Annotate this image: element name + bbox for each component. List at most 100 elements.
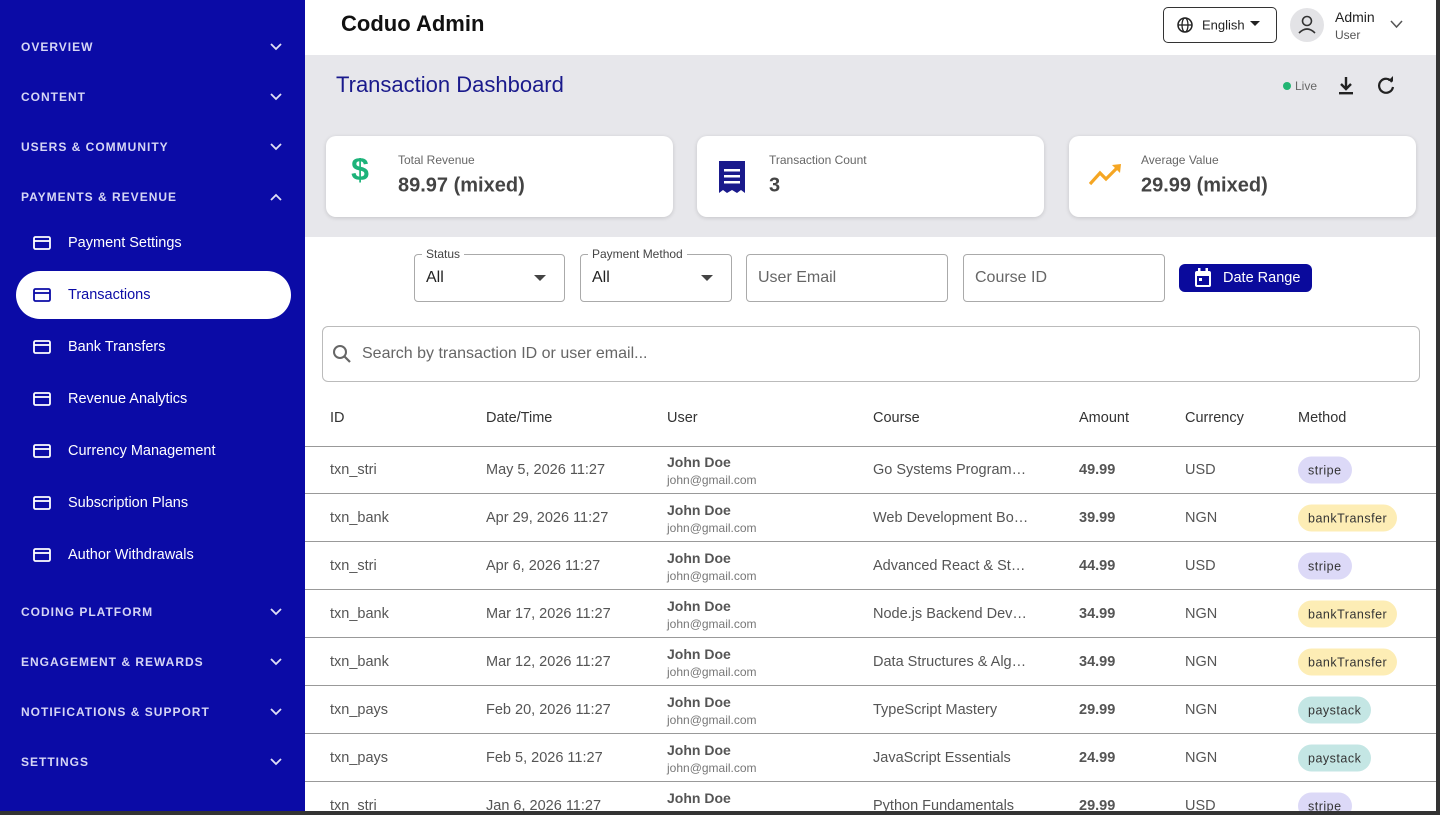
- cell-course: Web Development Bo…: [873, 510, 1029, 526]
- cell-currency: USD: [1185, 462, 1216, 478]
- sidebar-section[interactable]: CODING PLATFORM: [21, 605, 154, 619]
- cell-currency: NGN: [1185, 510, 1218, 526]
- user-role: User: [1335, 28, 1361, 42]
- table-row[interactable]: [305, 590, 1436, 638]
- nav-item[interactable]: Transactions: [68, 287, 151, 303]
- download-button[interactable]: [1337, 76, 1355, 96]
- filter-value: All: [592, 269, 610, 286]
- cell-user-name: John Doe: [667, 550, 731, 566]
- nav-item[interactable]: Author Withdrawals: [68, 547, 194, 563]
- method-badge: bankTransfer: [1298, 600, 1398, 628]
- filter-label: Status: [422, 247, 465, 261]
- nav-icon: [33, 444, 51, 458]
- cell-id: txn_stri: [330, 798, 377, 814]
- sidebar-section[interactable]: USERS & COMMUNITY: [21, 140, 169, 154]
- top-bar: [305, 0, 1440, 55]
- live-status: Live: [1295, 79, 1318, 93]
- cell-datetime: Apr 6, 2026 11:27: [486, 558, 601, 574]
- chevron: [270, 193, 282, 201]
- cell-amount: 34.99: [1079, 654, 1116, 670]
- frame-bottom: [0, 811, 1440, 815]
- search-icon: [333, 345, 351, 363]
- cell-user-email: john@gmail.com: [667, 665, 757, 679]
- sidebar-section[interactable]: CONTENT: [21, 90, 86, 104]
- nav-icon: [33, 548, 51, 562]
- filter-value: All: [426, 269, 444, 286]
- chevron: [270, 758, 282, 766]
- method-badge: stripe: [1298, 552, 1352, 580]
- cell-currency: USD: [1185, 558, 1216, 574]
- cell-course: TypeScript Mastery: [873, 702, 998, 718]
- svg-text:$: $: [351, 158, 369, 187]
- chevron: [270, 43, 282, 51]
- sidebar-section[interactable]: ENGAGEMENT & REWARDS: [21, 655, 204, 669]
- column-header: Date/Time: [486, 410, 553, 426]
- stat-value: 29.99 (mixed): [1141, 174, 1268, 197]
- method-badge: stripe: [1298, 792, 1352, 815]
- filter-value: User Email: [758, 269, 837, 286]
- stat-value: 3: [769, 174, 781, 197]
- table-row[interactable]: [305, 446, 1436, 494]
- search-box[interactable]: [322, 326, 1420, 382]
- nav-item[interactable]: Currency Management: [68, 443, 216, 459]
- column-header: Course: [873, 410, 920, 426]
- app-title: Coduo Admin: [341, 11, 485, 36]
- chevron: [270, 658, 282, 666]
- filter-field[interactable]: [746, 254, 948, 302]
- nav-item[interactable]: Subscription Plans: [68, 495, 189, 511]
- cell-currency: NGN: [1185, 750, 1218, 766]
- cell-amount: 24.99: [1079, 750, 1116, 766]
- table-row[interactable]: [305, 494, 1436, 542]
- language-select[interactable]: [1163, 7, 1277, 43]
- filter-label: Payment Method: [588, 247, 687, 261]
- date-range-label: Date Range: [1223, 270, 1301, 286]
- stat-label: Transaction Count: [769, 153, 867, 167]
- chevron: [1390, 20, 1403, 29]
- nav-icon: [33, 496, 51, 510]
- filter-field[interactable]: [963, 254, 1165, 302]
- cell-amount: 49.99: [1079, 462, 1116, 478]
- chevron: [270, 93, 282, 101]
- cell-course: Data Structures & Alg…: [873, 654, 1027, 670]
- filter-field[interactable]: [414, 254, 565, 302]
- cell-amount: 44.99: [1079, 558, 1116, 574]
- cell-course: Advanced React & St…: [873, 558, 1026, 574]
- sidebar-section[interactable]: OVERVIEW: [21, 40, 94, 54]
- cell-user-email: john@gmail.com: [667, 569, 757, 583]
- nav-icon: [33, 392, 51, 406]
- cell-id: txn_pays: [330, 702, 389, 718]
- cell-id: txn_bank: [330, 654, 389, 670]
- sidebar-section[interactable]: PAYMENTS & REVENUE: [21, 190, 178, 204]
- stat-icon: [1089, 164, 1121, 186]
- column-header: User: [667, 410, 698, 426]
- cell-datetime: Mar 12, 2026 11:27: [486, 654, 611, 670]
- nav-item[interactable]: Revenue Analytics: [68, 391, 188, 407]
- nav-item[interactable]: Bank Transfers: [68, 339, 166, 355]
- filter-value: Course ID: [975, 269, 1048, 286]
- cell-id: txn_pays: [330, 750, 389, 766]
- table-row[interactable]: [305, 686, 1436, 734]
- nav-icon: [33, 236, 51, 250]
- frame-edge: [1436, 0, 1440, 815]
- cell-user-name: John Doe: [667, 790, 731, 806]
- dropdown-arrow: [1250, 21, 1260, 26]
- dropdown-arrow: [701, 275, 713, 281]
- column-header: Amount: [1079, 410, 1129, 426]
- cell-datetime: Apr 29, 2026 11:27: [486, 510, 609, 526]
- cell-course: JavaScript Essentials: [873, 750, 1011, 766]
- sidebar-section[interactable]: SETTINGS: [21, 755, 90, 769]
- cell-id: txn_bank: [330, 510, 389, 526]
- table-row[interactable]: [305, 542, 1436, 590]
- table-row[interactable]: [305, 638, 1436, 686]
- calendar-icon: [1195, 268, 1211, 287]
- chevron: [270, 143, 282, 151]
- method-badge: bankTransfer: [1298, 504, 1398, 532]
- cell-datetime: Feb 20, 2026 11:27: [486, 702, 611, 718]
- cell-datetime: Feb 5, 2026 11:27: [486, 750, 603, 766]
- cell-user-email: john@gmail.com: [667, 713, 757, 727]
- table-row[interactable]: [305, 734, 1436, 782]
- cell-course: Node.js Backend Dev…: [873, 606, 1027, 622]
- sidebar-section[interactable]: NOTIFICATIONS & SUPPORT: [21, 705, 210, 719]
- refresh-button[interactable]: [1376, 76, 1396, 96]
- nav-item[interactable]: Payment Settings: [68, 235, 182, 251]
